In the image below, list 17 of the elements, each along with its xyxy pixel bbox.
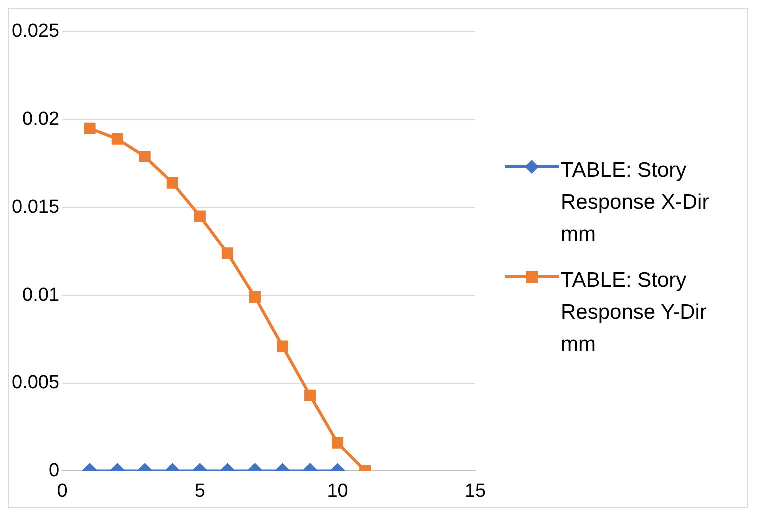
point (222, 248, 234, 260)
y-tick-label: 0.015 (12, 196, 60, 218)
legend-label: TABLE: Story Response X-Dir mm (561, 158, 710, 248)
y-tick-label: 0.025 (12, 21, 60, 42)
point (112, 133, 124, 145)
legend-label: TABLE: Story Response Y-Dir mm (561, 268, 708, 358)
point (166, 177, 178, 189)
y-tick-label: 0.005 (12, 372, 60, 394)
point (194, 210, 206, 222)
y-tick-label: 0 (48, 460, 60, 482)
x-tick-label: 10 (327, 480, 348, 502)
y-tick-label: 0.02 (22, 109, 60, 130)
point (84, 122, 96, 134)
x-tick-label: 15 (464, 480, 486, 502)
x-tick-label: 5 (194, 480, 206, 502)
y-tick-label: 0.01 (22, 284, 60, 306)
point (139, 150, 151, 162)
